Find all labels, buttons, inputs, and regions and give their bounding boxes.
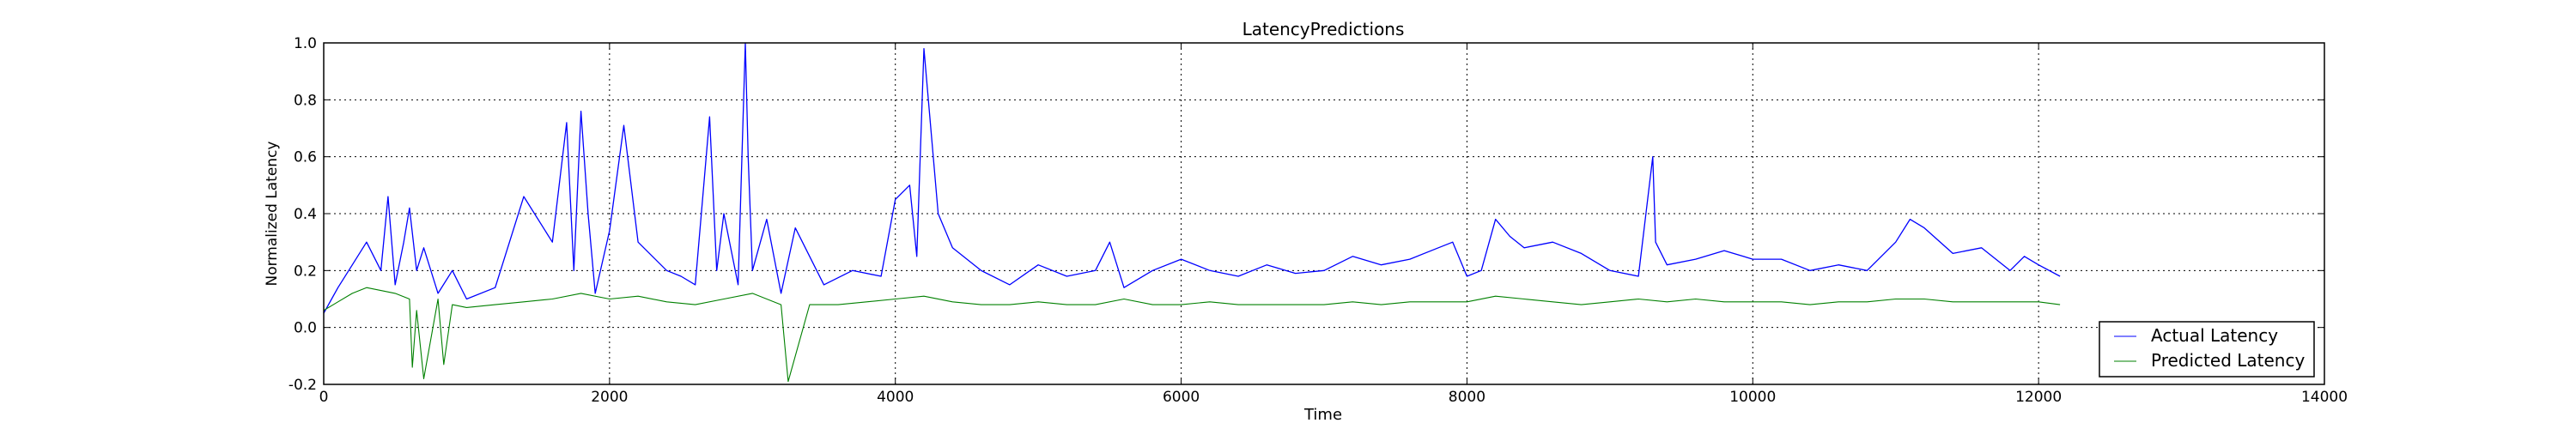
chart-title: LatencyPredictions [1242,19,1405,39]
x-tick-label: 14000 [2301,389,2348,406]
x-tick-label: 12000 [2015,389,2062,406]
predicted-latency-line [323,287,2061,383]
axis-ticks: 0 2000 4000 6000 8000 10000 12000 14000 -0.2 0.0 0… [289,35,2348,406]
x-tick-label: 4000 [877,389,914,406]
y-tick-label: 0.4 [294,206,317,223]
legend-actual-label: Actual Latency [2151,325,2278,346]
grid-lines [323,42,2325,385]
y-axis-label: Normalized Latency [264,141,281,286]
y-tick-label: 0.8 [294,92,317,109]
actual-latency-line [323,42,2061,314]
legend-box [2099,321,2315,378]
y-tick-label: 1.0 [294,35,317,52]
y-tick-label: 0.0 [294,320,317,337]
x-tick-label: 2000 [591,389,628,406]
x-tick-label: 0 [319,389,329,406]
y-tick-label: 0.2 [294,263,317,280]
x-tick-label: 8000 [1449,389,1485,406]
legend-predicted-label: Predicted Latency [2151,350,2305,371]
series-lines [323,42,2061,383]
y-tick-label: -0.2 [289,377,317,394]
legend: Actual Latency Predicted Latency [2099,321,2315,378]
x-tick-label: 10000 [1729,389,1776,406]
y-tick-label: 0.6 [294,149,317,166]
x-tick-label: 6000 [1163,389,1200,406]
x-axis-label: Time [1303,406,1342,424]
